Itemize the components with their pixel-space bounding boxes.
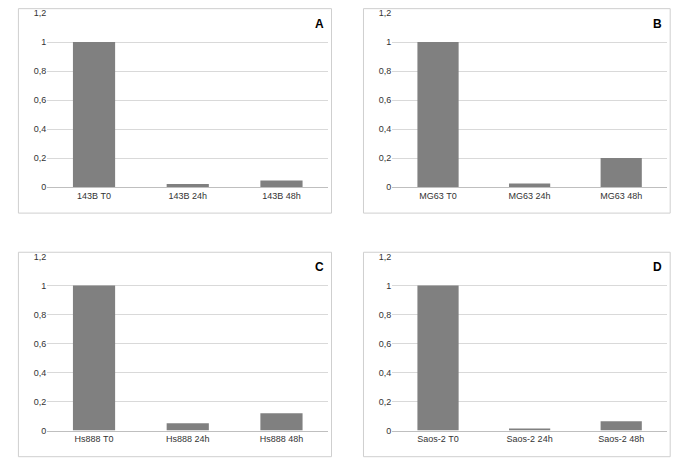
svg-text:D: D	[653, 260, 662, 274]
svg-text:0,6: 0,6	[34, 95, 47, 105]
svg-text:0: 0	[386, 426, 391, 436]
svg-text:1: 1	[386, 281, 391, 291]
svg-text:1,2: 1,2	[379, 8, 392, 18]
svg-text:1,2: 1,2	[379, 252, 392, 262]
svg-text:1,2: 1,2	[34, 252, 47, 262]
svg-text:0: 0	[386, 182, 391, 192]
svg-text:0,2: 0,2	[379, 153, 392, 163]
svg-text:MG63 48h: MG63 48h	[600, 191, 642, 201]
svg-text:1: 1	[386, 37, 391, 47]
svg-text:0,8: 0,8	[379, 66, 392, 76]
svg-text:Hs888 48h: Hs888 48h	[260, 434, 304, 444]
svg-text:0,8: 0,8	[379, 310, 392, 320]
svg-text:B: B	[653, 17, 662, 31]
svg-text:143B T0: 143B T0	[77, 191, 111, 201]
svg-text:1,2: 1,2	[34, 8, 47, 18]
svg-text:0,4: 0,4	[34, 124, 47, 134]
svg-text:0,6: 0,6	[379, 95, 392, 105]
svg-text:Saos-2 48h: Saos-2 48h	[598, 434, 644, 444]
svg-text:1: 1	[41, 281, 46, 291]
svg-text:0,2: 0,2	[34, 397, 47, 407]
svg-text:1: 1	[41, 37, 46, 47]
svg-text:0: 0	[41, 182, 46, 192]
svg-text:0,8: 0,8	[34, 310, 47, 320]
svg-text:0,4: 0,4	[34, 368, 47, 378]
svg-text:Hs888 T0: Hs888 T0	[75, 434, 114, 444]
svg-text:Saos-2 T0: Saos-2 T0	[417, 434, 458, 444]
svg-text:A: A	[315, 17, 324, 31]
svg-text:143B 24h: 143B 24h	[168, 191, 207, 201]
svg-text:0,2: 0,2	[379, 397, 392, 407]
svg-text:Saos-2 24h: Saos-2 24h	[507, 434, 553, 444]
svg-text:0,4: 0,4	[379, 368, 392, 378]
svg-text:MG63 24h: MG63 24h	[509, 191, 551, 201]
svg-text:0,4: 0,4	[379, 124, 392, 134]
svg-text:Hs888 24h: Hs888 24h	[166, 434, 210, 444]
svg-text:MG63 T0: MG63 T0	[419, 191, 456, 201]
svg-text:0,6: 0,6	[379, 339, 392, 349]
svg-text:0,6: 0,6	[34, 339, 47, 349]
svg-text:0,8: 0,8	[34, 66, 47, 76]
svg-text:143B 48h: 143B 48h	[262, 191, 301, 201]
svg-text:0,2: 0,2	[34, 153, 47, 163]
svg-text:C: C	[315, 260, 324, 274]
svg-text:0: 0	[41, 426, 46, 436]
